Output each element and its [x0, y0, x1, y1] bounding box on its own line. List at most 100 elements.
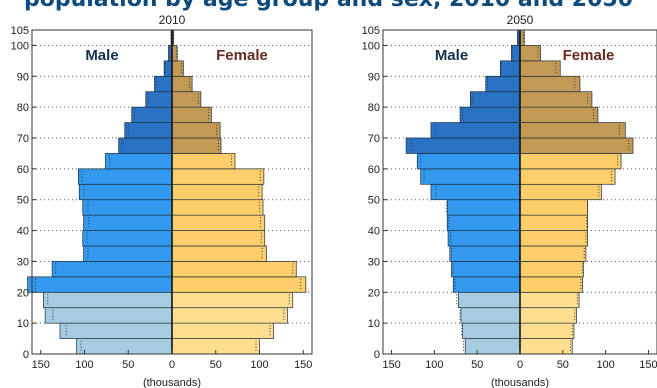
male-bar-age-40	[446, 214, 521, 231]
male-bar-age-55	[78, 168, 173, 185]
male-bar-age-35	[447, 230, 521, 247]
female-bar-age-0	[519, 338, 573, 355]
female-bar-age-55	[519, 168, 616, 185]
y-tick-label: 20	[368, 287, 380, 299]
female-bar-age-75	[519, 106, 599, 123]
x-axis-label: (thousands)	[143, 377, 201, 388]
y-tick-label: 10	[17, 318, 29, 330]
y-tick-label: 90	[17, 71, 29, 83]
male-bar-age-60	[416, 153, 521, 170]
male-bar-age-75	[131, 106, 173, 123]
male-bar-age-85	[154, 75, 173, 93]
y-tick-label: 40	[368, 226, 380, 238]
x-tick-label: 150	[294, 359, 312, 371]
chart-title: 2050	[507, 13, 534, 27]
legend-label-female: Female	[216, 47, 268, 64]
legend-label-male: Male	[85, 47, 118, 64]
y-tick-label: 10	[368, 318, 380, 330]
male-bar-age-30	[449, 245, 521, 262]
male-bar-age-75	[459, 106, 521, 123]
female-bar-age-25	[519, 261, 584, 278]
x-tick-label: 100	[250, 359, 268, 371]
x-tick-label: 100	[596, 359, 614, 371]
male-bar-age-0	[76, 338, 173, 355]
y-tick-label: 100	[362, 40, 380, 52]
x-tick-label: 100	[425, 359, 443, 371]
x-tick-label: 50	[210, 359, 222, 371]
male-bar-age-70	[430, 122, 521, 139]
male-bar-age-70	[124, 122, 173, 139]
female-bar-age-10	[519, 307, 577, 324]
female-bar-age-30	[171, 245, 267, 262]
y-tick-label: 70	[368, 133, 380, 145]
female-bar-age-25	[171, 261, 297, 278]
female-bar-age-30	[519, 245, 587, 262]
x-tick-label: 150	[639, 359, 657, 371]
male-bar-age-65	[405, 137, 521, 154]
y-tick-label: 50	[17, 195, 29, 207]
x-tick-label: 0	[169, 359, 175, 371]
male-bar-age-20	[452, 276, 521, 293]
x-tick-label: 100	[75, 359, 93, 371]
y-tick-label: 60	[17, 164, 29, 176]
y-tick-label: 90	[368, 71, 380, 83]
male-bar-age-15	[43, 291, 173, 309]
legend-label-female: Female	[563, 47, 615, 64]
female-bar-age-40	[171, 214, 266, 231]
female-bar-age-45	[519, 199, 588, 216]
x-tick-label: 150	[382, 359, 400, 371]
female-bar-age-10	[171, 307, 288, 324]
male-bar-age-5	[462, 322, 521, 339]
y-tick-label: 105	[11, 25, 29, 37]
female-bar-age-85	[519, 75, 581, 93]
female-bar-age-65	[171, 137, 222, 154]
male-bar-age-40	[83, 214, 173, 231]
y-tick-label: 80	[368, 102, 380, 114]
female-bar-age-35	[519, 230, 588, 247]
y-tick-label: 0	[374, 349, 380, 361]
female-bar-age-75	[171, 106, 212, 123]
x-tick-label: 150	[32, 359, 50, 371]
male-bar-age-25	[451, 261, 521, 278]
male-bar-age-45	[82, 199, 173, 216]
female-bar-age-20	[171, 276, 307, 293]
y-tick-label: 60	[368, 164, 380, 176]
male-bar-age-50	[430, 183, 521, 201]
pyramid-chart-2050: 2050 Male Female 0 10 20 30 40 50 60 70 80 90 100 105 1…	[362, 13, 657, 388]
chart-title: 2010	[159, 13, 186, 27]
female-bar-age-70	[171, 122, 221, 139]
y-tick-label: 80	[17, 102, 29, 114]
male-bar-age-30	[83, 245, 173, 262]
female-bar-age-95	[519, 45, 541, 62]
x-axis-label: (thousands)	[491, 377, 549, 388]
y-tick-label: 0	[23, 349, 29, 361]
male-bar-age-45	[446, 199, 521, 216]
male-bar-age-65	[118, 137, 173, 154]
female-bar-age-40	[519, 214, 588, 231]
male-bar-age-50	[78, 183, 173, 201]
male-bar-age-0	[464, 338, 521, 355]
male-bar-age-80	[469, 91, 521, 108]
female-bar-age-35	[171, 230, 266, 247]
y-tick-label: 70	[17, 133, 29, 145]
male-bar-age-10	[460, 307, 521, 324]
female-bar-age-60	[519, 153, 622, 170]
female-bar-age-55	[171, 168, 265, 185]
y-tick-label: 105	[362, 25, 380, 37]
y-tick-label: 20	[17, 287, 29, 299]
male-bar-age-90	[499, 60, 521, 77]
x-tick-label: 50	[122, 359, 134, 371]
female-bar-age-80	[519, 91, 593, 108]
female-bar-age-60	[171, 153, 236, 170]
female-bar-age-80	[171, 91, 202, 108]
y-tick-label: 30	[368, 256, 380, 268]
male-bar-age-80	[145, 91, 173, 108]
male-bar-age-10	[44, 307, 173, 324]
male-bar-age-55	[420, 168, 521, 185]
female-bar-age-45	[171, 199, 264, 216]
female-bar-age-65	[519, 137, 634, 154]
female-bar-age-15	[519, 291, 580, 309]
male-bar-age-85	[485, 75, 521, 93]
male-bar-age-20	[27, 276, 173, 293]
